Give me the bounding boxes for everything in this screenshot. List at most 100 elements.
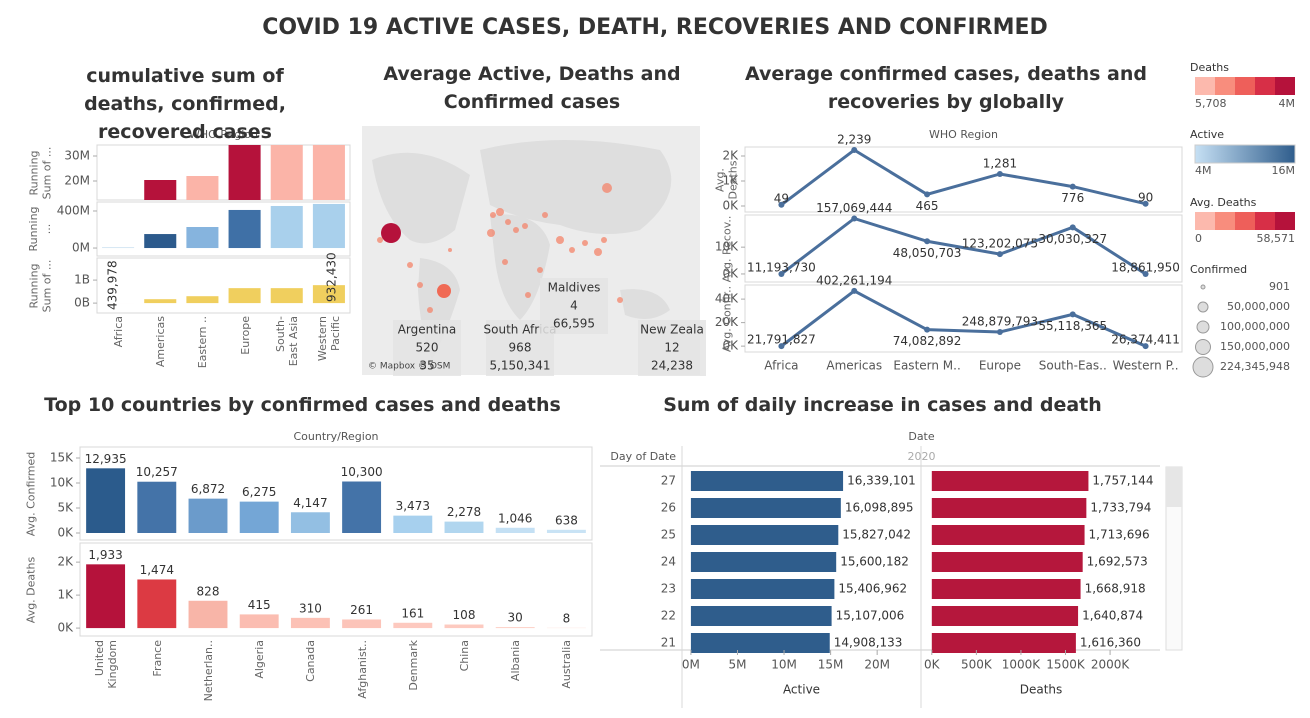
x-axis-title: Active xyxy=(783,683,820,697)
x-tick-label: Eastern M.. xyxy=(893,359,960,373)
value-label: 6,275 xyxy=(242,485,276,499)
point xyxy=(924,191,931,198)
callout-text: New Zeala xyxy=(640,323,704,337)
bar xyxy=(931,552,1083,572)
legend-label: 5,708 xyxy=(1195,97,1227,110)
y-tick-label: 0B xyxy=(74,296,90,310)
bar xyxy=(186,176,219,200)
y-tick-label: 20M xyxy=(64,174,90,188)
y-tick-label: 10K xyxy=(715,240,739,254)
value-label: 30 xyxy=(508,611,523,625)
row-label: 21 xyxy=(661,636,676,650)
value-label: 12,935 xyxy=(85,452,127,466)
point-label: 402,261,194 xyxy=(816,273,892,287)
callout-text: 66,595 xyxy=(553,317,595,331)
x-tick-label: Netherlan.. xyxy=(201,640,215,702)
x-tick-label: 1500K xyxy=(1046,658,1086,672)
x-tick-label: Eastern .. xyxy=(195,316,209,369)
x-tick-label: 20M xyxy=(864,658,890,672)
line xyxy=(780,216,1147,276)
callout-text: 5,150,341 xyxy=(489,359,550,373)
y-tick-label: 2K xyxy=(57,555,74,569)
bar xyxy=(342,481,382,533)
bar xyxy=(931,471,1089,491)
x-tick-label: Americas xyxy=(826,359,882,373)
chart-title: cumulative sum of deaths, confirmed, rec… xyxy=(84,65,286,143)
bar xyxy=(102,247,135,249)
bar xyxy=(270,205,303,249)
bar xyxy=(690,579,835,599)
legend-title: Active xyxy=(1190,128,1224,141)
y-tick-label: 30M xyxy=(64,149,90,163)
legend-label: 4M xyxy=(1195,164,1212,177)
point-label: 465 xyxy=(916,199,939,213)
value-label: 310 xyxy=(299,601,322,615)
bar xyxy=(312,203,345,249)
legend-size xyxy=(1197,301,1209,313)
y-tick-label: 0M xyxy=(72,241,90,255)
y-axis-label: Running Sum of ... xyxy=(27,146,53,199)
value-label: 1,713,696 xyxy=(1089,528,1150,542)
bar xyxy=(86,468,126,533)
legend-size xyxy=(1195,339,1211,355)
value-label: 15,107,006 xyxy=(836,609,905,623)
x-tick-label: Algeria xyxy=(252,640,266,679)
bar xyxy=(290,617,330,629)
point-label: 18,861,950 xyxy=(1111,260,1180,274)
legend-title: Avg. Deaths xyxy=(1190,196,1257,209)
chart-title: Top 10 countries by confirmed cases and … xyxy=(44,394,561,416)
value-label: 1,640,874 xyxy=(1082,609,1143,623)
value-label: 1,733,794 xyxy=(1090,501,1151,515)
x-tick-label: Americas xyxy=(153,316,167,368)
x-tick-label: Australia xyxy=(559,640,573,689)
y-tick-label: 20K xyxy=(715,315,739,329)
x-tick-label: 0K xyxy=(924,658,941,672)
legend-swatch xyxy=(1255,212,1275,230)
legend-swatch xyxy=(1195,77,1215,95)
dashboard-title: COVID 19 ACTIVE CASES, DEATH, RECOVERIES… xyxy=(262,15,1048,40)
value-label: 16,098,895 xyxy=(845,501,914,515)
point xyxy=(1142,270,1149,277)
y-tick-label: 0K xyxy=(722,266,739,280)
row-header: Day of Date xyxy=(610,450,676,463)
x-axis-title: WHO Region xyxy=(929,128,998,141)
legend-label: 224,345,948 xyxy=(1220,360,1290,373)
x-tick-label: 0M xyxy=(682,658,700,672)
panel-frame xyxy=(96,144,351,201)
x-tick-label: Denmark xyxy=(406,640,420,691)
x-tick-label: Western Pacific xyxy=(315,316,342,362)
legend-size xyxy=(1192,356,1214,378)
x-tick-label: Africa xyxy=(764,359,798,373)
value-label: 6,872 xyxy=(191,482,225,496)
value-label: 1,668,918 xyxy=(1085,582,1146,596)
x-axis-title: Country/Region xyxy=(293,430,378,443)
bar xyxy=(495,527,535,533)
chart-title: Average Active, Deaths and Confirmed cas… xyxy=(383,63,681,113)
point xyxy=(1069,224,1076,231)
x-tick-label: Africa xyxy=(111,316,125,348)
y-tick-label: 15K xyxy=(50,451,74,465)
value-label: 261 xyxy=(350,603,373,617)
point-label: 776 xyxy=(1061,191,1084,205)
legend-label: 901 xyxy=(1269,280,1290,293)
x-tick-label: 2000K xyxy=(1091,658,1131,672)
map-background xyxy=(362,126,700,375)
y-axis-label: Avg. Deaths xyxy=(23,556,37,623)
bar xyxy=(690,471,844,491)
x-tick-label: Afghanist.. xyxy=(355,640,369,699)
value-label: 1,757,144 xyxy=(1092,474,1153,488)
point xyxy=(778,343,785,350)
scroll-thumb[interactable] xyxy=(1166,467,1182,507)
bar xyxy=(690,498,841,518)
bar xyxy=(690,633,830,653)
legend-swatch xyxy=(1275,77,1295,95)
bar xyxy=(102,200,134,219)
bar xyxy=(444,624,484,629)
bar xyxy=(312,145,345,200)
legend-swatch xyxy=(1235,212,1255,230)
callout-text: 12 xyxy=(664,341,679,355)
bar xyxy=(228,209,261,249)
y-tick-label: 0K xyxy=(722,339,739,353)
bar xyxy=(931,633,1076,653)
value-label: 14,908,133 xyxy=(834,636,903,650)
